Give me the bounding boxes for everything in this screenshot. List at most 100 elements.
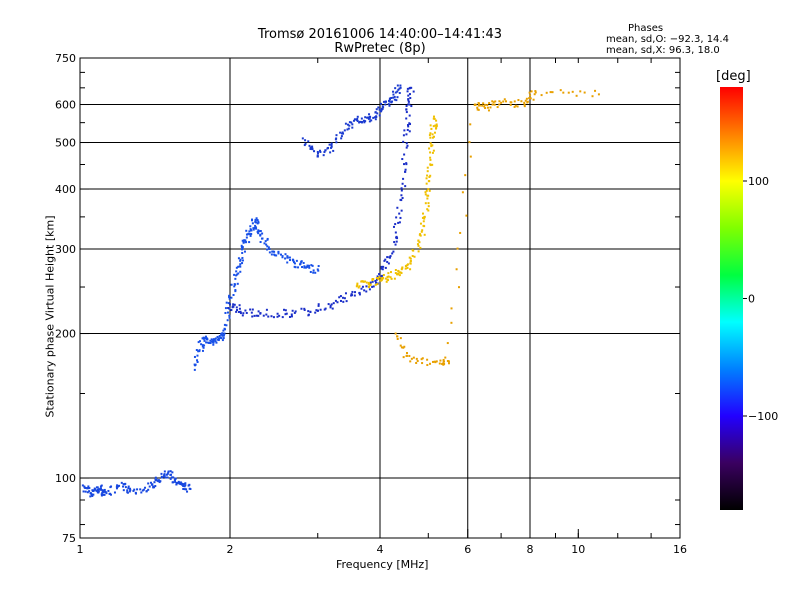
echo-point xyxy=(151,483,154,486)
echo-point xyxy=(86,487,89,490)
echo-point xyxy=(404,265,407,268)
echo-point xyxy=(115,487,118,490)
echo-point xyxy=(399,84,402,87)
echo-point xyxy=(429,142,432,145)
echo-point xyxy=(178,482,181,485)
echo-point xyxy=(351,123,354,126)
echo-point xyxy=(153,486,156,489)
echo-point xyxy=(303,308,306,311)
echo-point xyxy=(167,471,170,474)
echo-point xyxy=(169,470,172,473)
echo-point xyxy=(255,217,258,220)
echo-point xyxy=(415,357,418,360)
echo-point xyxy=(185,488,188,491)
echo-point xyxy=(358,293,361,296)
echo-point xyxy=(195,348,198,351)
echo-point xyxy=(147,482,150,485)
trace-x-trace-f2 xyxy=(355,115,438,289)
echo-point xyxy=(225,301,228,304)
echo-point xyxy=(93,488,96,491)
echo-point xyxy=(300,260,303,263)
echo-point xyxy=(513,100,516,103)
echo-point xyxy=(257,229,260,232)
echo-point xyxy=(441,362,444,365)
echo-point xyxy=(419,233,422,236)
echo-point xyxy=(297,266,300,269)
echo-point xyxy=(244,239,247,242)
echo-point xyxy=(416,243,419,246)
echo-point xyxy=(406,90,409,93)
echo-point xyxy=(405,146,408,149)
echo-point xyxy=(360,280,363,283)
echo-point xyxy=(410,357,413,360)
echo-point xyxy=(268,248,271,251)
echo-point xyxy=(259,230,262,233)
echo-point xyxy=(505,100,508,103)
echo-point xyxy=(401,158,404,161)
echo-point xyxy=(273,250,276,253)
echo-point xyxy=(435,119,438,122)
echo-point xyxy=(510,101,513,104)
echo-point xyxy=(384,258,387,261)
echo-point xyxy=(369,281,372,284)
echo-point xyxy=(360,120,363,123)
echo-point xyxy=(266,238,269,241)
echo-point xyxy=(261,237,264,240)
echo-point xyxy=(394,269,397,272)
echo-point xyxy=(361,280,364,283)
y-tick-label: 100 xyxy=(55,472,76,485)
echo-point xyxy=(330,303,333,306)
echo-point xyxy=(303,266,306,269)
echo-point xyxy=(254,226,257,229)
echo-point xyxy=(375,108,378,111)
echo-point xyxy=(169,477,172,480)
echo-point xyxy=(461,191,464,194)
echo-point xyxy=(387,103,390,106)
echo-point xyxy=(457,286,460,289)
echo-point xyxy=(265,313,268,316)
echo-point xyxy=(375,281,378,284)
echo-point xyxy=(134,491,137,494)
x-tick-label: 1 xyxy=(77,543,84,556)
echo-point xyxy=(393,95,396,98)
echo-point xyxy=(145,490,148,493)
echo-point xyxy=(319,150,322,153)
echo-point xyxy=(421,216,424,219)
echo-point xyxy=(228,294,231,297)
echo-point xyxy=(230,309,233,312)
echo-point xyxy=(382,274,385,277)
echo-point xyxy=(99,488,102,491)
echo-point xyxy=(257,310,260,313)
echo-point xyxy=(384,277,387,280)
echo-point xyxy=(387,275,390,278)
echo-point xyxy=(486,104,489,107)
x-tick-label: 16 xyxy=(673,543,687,556)
echo-point xyxy=(308,144,311,147)
echo-point xyxy=(398,92,401,95)
echo-point xyxy=(256,230,259,233)
echo-point xyxy=(424,202,427,205)
echo-point xyxy=(228,297,231,300)
echo-point xyxy=(484,103,487,106)
echo-point xyxy=(221,339,224,342)
echo-point xyxy=(380,110,383,113)
echo-point xyxy=(432,149,435,152)
echo-point xyxy=(262,314,265,317)
echo-point xyxy=(202,346,205,349)
echo-point xyxy=(166,472,169,475)
echo-point xyxy=(209,339,212,342)
echo-point xyxy=(358,120,361,123)
echo-point xyxy=(345,300,348,303)
echo-point xyxy=(491,100,494,103)
echo-point xyxy=(288,259,291,262)
echo-point xyxy=(368,288,371,291)
echo-point xyxy=(383,259,386,262)
echo-point xyxy=(105,492,108,495)
echo-point xyxy=(115,485,118,488)
echo-point xyxy=(113,491,116,494)
echo-point xyxy=(396,335,399,338)
echo-point xyxy=(312,269,315,272)
echo-point xyxy=(184,484,187,487)
echo-point xyxy=(442,358,445,361)
echo-point xyxy=(348,121,351,124)
